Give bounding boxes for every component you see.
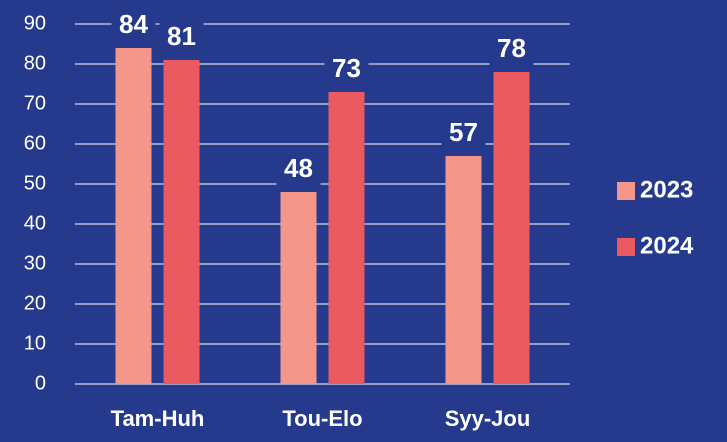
value-label: 48 — [284, 153, 313, 183]
x-tick-label: Tou-Elo — [282, 406, 362, 431]
value-label: 84 — [119, 9, 148, 39]
x-tick-label: Syy-Jou — [445, 406, 531, 431]
y-tick-label: 0 — [35, 372, 46, 394]
y-tick-label: 80 — [24, 52, 46, 74]
legend-label: 2024 — [640, 232, 694, 259]
value-label-bg — [441, 118, 486, 150]
y-tick-label: 40 — [24, 212, 46, 234]
bar — [328, 92, 365, 384]
x-tick-label: Tam-Huh — [111, 406, 205, 431]
bar — [493, 72, 530, 384]
y-tick-label: 60 — [24, 132, 46, 154]
value-label-bg — [276, 154, 321, 186]
legend-label: 2023 — [640, 176, 693, 203]
y-tick-label: 50 — [24, 172, 46, 194]
value-label-bg — [489, 34, 534, 66]
y-tick-label: 30 — [24, 252, 46, 274]
y-tick-label: 10 — [24, 332, 46, 354]
y-tick-label: 20 — [24, 292, 46, 314]
value-label: 57 — [449, 117, 478, 147]
y-tick-label: 70 — [24, 92, 46, 114]
legend-swatch — [617, 238, 635, 256]
value-label-bg — [159, 22, 204, 54]
value-label-bg — [111, 10, 156, 42]
legend-swatch — [617, 182, 635, 200]
value-label: 78 — [497, 33, 526, 63]
bar — [163, 60, 200, 384]
y-tick-label: 90 — [24, 12, 46, 34]
bar — [280, 192, 317, 384]
value-label: 73 — [332, 53, 361, 83]
bar — [115, 48, 152, 384]
bar — [445, 156, 482, 384]
value-label: 81 — [167, 21, 196, 51]
value-label-bg — [324, 54, 369, 86]
